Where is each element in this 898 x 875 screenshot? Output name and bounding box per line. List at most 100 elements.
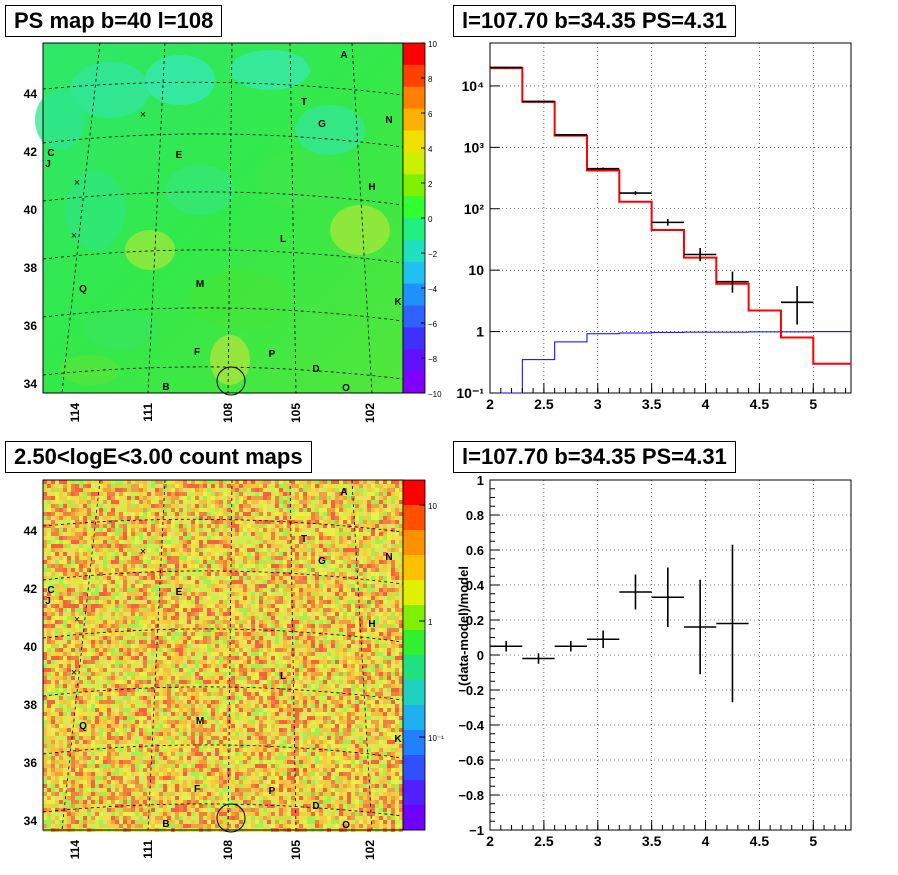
- colorbar-cell: [403, 218, 425, 241]
- title-ps-map: PS map b=40 l=108: [5, 5, 223, 37]
- y-tick-label: −0.2: [458, 683, 484, 698]
- graticule-line: [147, 479, 166, 831]
- colorbar-cell: [403, 86, 425, 110]
- source-label: J: [45, 159, 51, 170]
- source-label: C: [47, 585, 54, 596]
- ps-colorbar: 10 8 6 4 2 0 −2 −4 −6 −8 −10: [402, 40, 442, 399]
- map-blob: [70, 62, 150, 118]
- source-label: E: [176, 150, 183, 161]
- colorbar-cell: [403, 64, 425, 88]
- y-tick-label: 36: [24, 319, 38, 333]
- colorbar-cell: [403, 530, 425, 556]
- residual-grid: [489, 479, 851, 831]
- map-blob: [35, 90, 85, 150]
- graticule-line: [227, 42, 233, 394]
- colorbar-cell: [403, 805, 425, 831]
- x-tick-label: 111: [141, 840, 155, 859]
- graticule-line: [227, 479, 233, 831]
- colorbar-cell: [403, 152, 425, 175]
- series-model: [490, 67, 851, 365]
- svg-text:×: ×: [74, 177, 80, 189]
- colorbar-cell: [403, 43, 425, 66]
- graticule-line: [351, 42, 373, 394]
- x-tick-label: 105: [289, 403, 303, 423]
- spectrum-panel: 2 2.5 3 3.5 4 4.5 5 10⁻¹ 1 10 10² 10³ 10⁴: [456, 42, 852, 412]
- x-tick-label: 3: [594, 396, 602, 412]
- y-tick-label: 0.4: [466, 578, 485, 593]
- y-tick-label: 1: [477, 473, 484, 488]
- ps-map-graticule: [42, 42, 404, 394]
- y-tick-label: 38: [24, 261, 38, 275]
- colorbar-cell: [403, 480, 425, 506]
- source-label: K: [394, 734, 402, 745]
- source-label: B: [162, 382, 169, 393]
- x-tick-label: 108: [221, 840, 235, 860]
- graticule-line: [289, 42, 297, 394]
- y-tick-label: 0.2: [466, 613, 484, 628]
- x-tick-label: 4.5: [750, 396, 770, 412]
- colorbar-tick-label: 10: [428, 40, 437, 49]
- source-label: H: [368, 182, 375, 193]
- source-label: F: [194, 784, 200, 795]
- y-tick-label: 44: [24, 87, 38, 101]
- colorbar-cell: [403, 174, 425, 197]
- ps-map-blobs: [35, 50, 390, 385]
- y-tick-label: −1: [469, 823, 484, 838]
- ps-map-source-labels: A TG N CJ E H L M Q K F P D B O: [45, 50, 402, 394]
- x-tick-label: 2: [486, 833, 494, 849]
- source-label: C: [47, 148, 54, 159]
- graticule-line: [61, 479, 101, 831]
- source-label: N: [385, 115, 392, 126]
- target-circle: [216, 366, 246, 396]
- graticule-line: [289, 479, 297, 831]
- map-blob: [255, 150, 345, 210]
- x-tick-label: 111: [141, 403, 155, 422]
- source-label: O: [342, 383, 350, 394]
- colorbar-tick-label: 1: [428, 618, 433, 627]
- graticule-line: [147, 42, 166, 394]
- y-tick-label: −0.6: [458, 753, 484, 768]
- x-tick-label: 2.5: [534, 396, 554, 412]
- source-label: T: [301, 534, 307, 545]
- x-tick-label: 4: [702, 396, 710, 412]
- colorbar-cell: [403, 780, 425, 806]
- y-tick-label: 40: [24, 203, 38, 217]
- colorbar-cell: [403, 630, 425, 656]
- colorbar-cell: [403, 730, 425, 756]
- map-blob: [85, 310, 155, 350]
- colorbar-tick-label: 6: [428, 110, 433, 119]
- colorbar-tick-label: 4: [428, 145, 433, 154]
- title-residuals: l=107.70 b=34.35 PS=4.31: [453, 441, 736, 473]
- colorbar-cell: [403, 371, 425, 394]
- y-tick-label: 10⁻¹: [456, 385, 484, 401]
- x-tick-label: 5: [809, 396, 817, 412]
- count-map-pixels: [43, 480, 403, 832]
- x-tick-label: 4.5: [750, 833, 770, 849]
- colorbar-cell: [403, 239, 425, 263]
- count-map-markers: × × ×: [71, 546, 246, 833]
- x-tick-label: 105: [289, 840, 303, 860]
- x-tick-label: 102: [363, 403, 377, 423]
- source-label: Q: [79, 721, 87, 732]
- y-tick-label: −0.8: [458, 788, 484, 803]
- colorbar-cell: [403, 505, 425, 531]
- count-map-panel: 10 1 10⁻¹ 34 36 38 40 42 44 114 111 108 105 102 A TG N…: [24, 479, 444, 860]
- source-label: M: [196, 279, 204, 290]
- source-label: N: [385, 552, 392, 563]
- colorbar-cell: [403, 327, 425, 350]
- y-tick-label: 38: [24, 698, 38, 712]
- source-label: M: [196, 716, 204, 727]
- svg-text:×: ×: [71, 230, 77, 242]
- y-tick-label: 0.6: [466, 543, 484, 558]
- colorbar-tick-label: 8: [428, 75, 433, 84]
- source-label: G: [318, 119, 326, 130]
- graticule-line: [61, 42, 101, 394]
- map-blob: [145, 55, 215, 105]
- x-tick-label: 108: [221, 403, 235, 423]
- source-label: P: [269, 349, 276, 360]
- series-data: [490, 66, 814, 325]
- y-tick-label: 10⁴: [462, 78, 485, 94]
- model-line: [490, 67, 851, 365]
- title-count-map: 2.50<logE<3.00 count maps: [5, 441, 312, 473]
